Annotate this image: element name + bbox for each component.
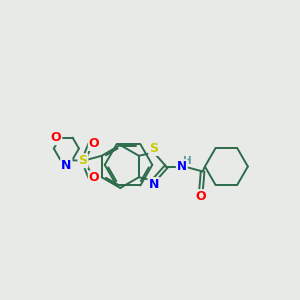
Text: O: O (196, 190, 206, 203)
Text: H: H (183, 156, 191, 166)
Text: O: O (89, 137, 99, 150)
Text: O: O (51, 131, 62, 144)
Text: S: S (78, 154, 87, 167)
Text: N: N (61, 159, 71, 172)
Text: N: N (177, 160, 187, 173)
Text: N: N (148, 178, 159, 191)
Text: O: O (89, 171, 99, 184)
Text: S: S (149, 142, 158, 155)
